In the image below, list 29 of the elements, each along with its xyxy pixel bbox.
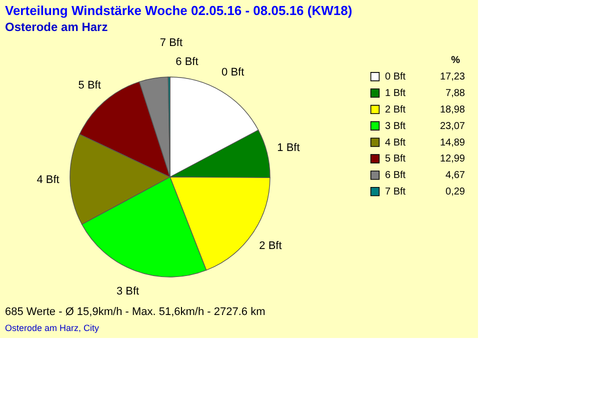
slice-label: 6 Bft xyxy=(176,56,198,68)
data-label: 17,23 xyxy=(440,72,466,83)
legend-label: 3 Bft xyxy=(385,120,406,132)
data-label: 4,67 xyxy=(446,170,466,182)
data-label: 14,89 xyxy=(440,137,466,148)
legend-label: 0 Bft xyxy=(385,72,406,83)
slice-label: 5 Bft xyxy=(78,79,101,92)
legend-title: % xyxy=(451,55,460,66)
data-label: 23,07 xyxy=(440,120,466,132)
slice-label: 2 Bft xyxy=(259,240,282,252)
data-label: 0,29 xyxy=(446,186,466,198)
data-label: 7,88 xyxy=(446,88,466,100)
legend-label: 6 Bft xyxy=(385,170,406,182)
chart-subtitle: Osterode am Harz xyxy=(5,20,108,34)
data-label: 18,98 xyxy=(440,104,466,116)
legend-label: 2 Bft xyxy=(385,104,406,116)
legend-label: 7 Bft xyxy=(385,186,406,198)
text: Osterode am Harz, City xyxy=(5,323,100,333)
slice-label: 4 Bft xyxy=(36,174,60,186)
data-label: 12,99 xyxy=(440,154,466,165)
legend-label: 4 Bft xyxy=(385,137,406,148)
legend-label: 1 Bft xyxy=(385,88,406,100)
chart-title: Verteilung Windstärke Woche 02.05.16 - 08.05.16 (KW18) xyxy=(5,3,352,18)
slice-label: 3 Bft xyxy=(116,285,140,298)
text: 685 Werte - Ø 15,9km/h - Max. 51,6km/h - 2727.6 km xyxy=(5,306,266,318)
slice-label: 1 Bft xyxy=(277,142,300,154)
legend-label: 5 Bft xyxy=(385,154,406,165)
slice-label: 7 Bft xyxy=(160,37,183,50)
slice-label: 0 Bft xyxy=(222,66,244,78)
